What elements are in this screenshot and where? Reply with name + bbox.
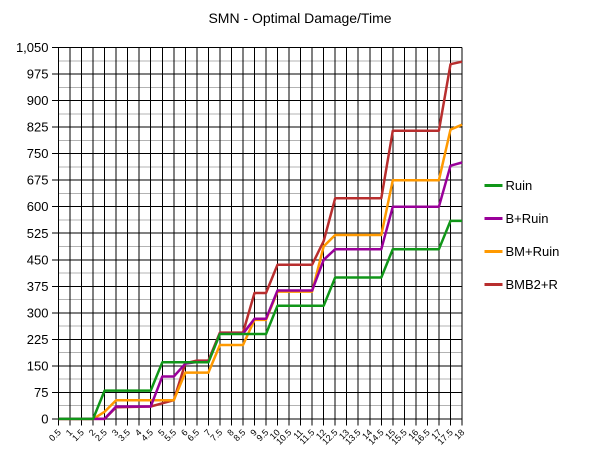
svg-text:5: 5 xyxy=(156,427,167,438)
svg-text:Ruin: Ruin xyxy=(506,178,533,193)
svg-text:750: 750 xyxy=(27,146,49,161)
svg-text:75: 75 xyxy=(34,385,48,400)
svg-text:1,050: 1,050 xyxy=(16,40,49,55)
svg-text:675: 675 xyxy=(27,173,49,188)
svg-text:825: 825 xyxy=(27,120,49,135)
svg-text:450: 450 xyxy=(27,252,49,267)
svg-text:1: 1 xyxy=(64,427,75,438)
svg-text:BM+Ruin: BM+Ruin xyxy=(506,244,560,259)
svg-text:0: 0 xyxy=(41,411,48,426)
svg-text:900: 900 xyxy=(27,93,49,108)
svg-text:150: 150 xyxy=(27,358,49,373)
svg-text:525: 525 xyxy=(27,226,49,241)
svg-text:300: 300 xyxy=(27,305,49,320)
svg-text:9: 9 xyxy=(248,427,259,438)
svg-text:4: 4 xyxy=(133,427,144,438)
svg-text:BMB2+R: BMB2+R xyxy=(506,277,558,292)
svg-text:3: 3 xyxy=(110,427,121,438)
svg-text:375: 375 xyxy=(27,279,49,294)
svg-text:SMN - Optimal Damage/Time: SMN - Optimal Damage/Time xyxy=(208,10,391,26)
svg-text:8: 8 xyxy=(225,427,236,438)
svg-text:7: 7 xyxy=(202,427,213,438)
svg-text:6: 6 xyxy=(179,427,190,438)
svg-text:225: 225 xyxy=(27,332,49,347)
svg-text:975: 975 xyxy=(27,67,49,82)
svg-text:600: 600 xyxy=(27,199,49,214)
svg-text:2: 2 xyxy=(87,427,98,438)
svg-text:B+Ruin: B+Ruin xyxy=(506,211,549,226)
